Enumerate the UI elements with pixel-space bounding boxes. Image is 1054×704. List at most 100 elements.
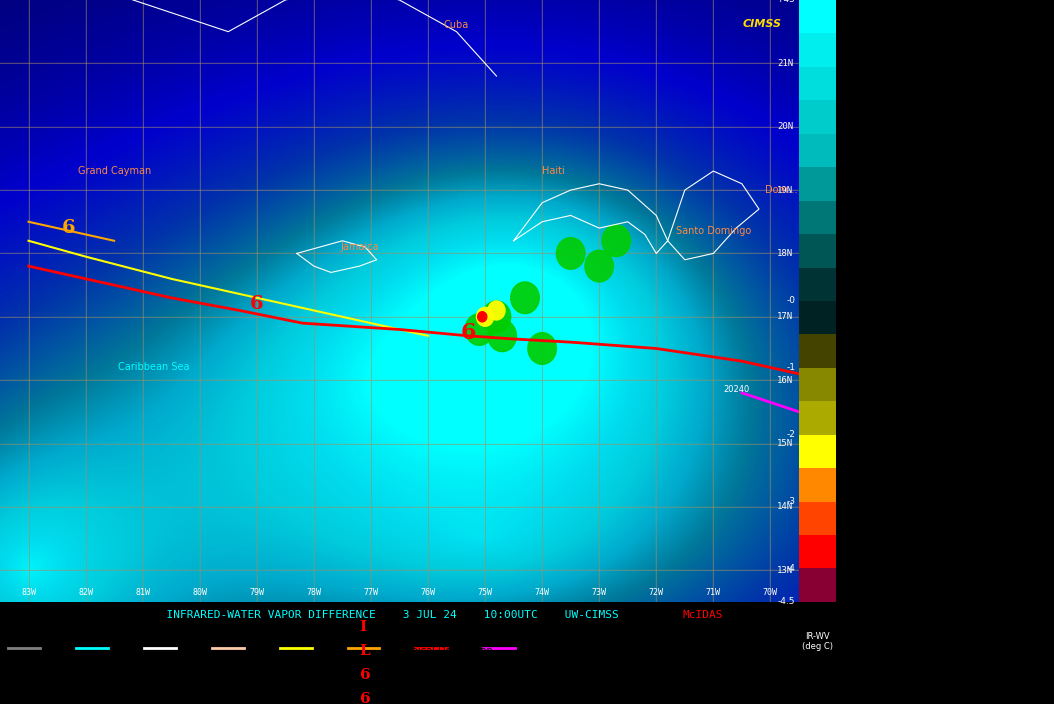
Bar	[799, 0, 836, 34]
Bar	[799, 501, 836, 535]
Text: Haiti: Haiti	[542, 166, 565, 176]
Text: -1: -1	[786, 363, 796, 372]
Text: -2: -2	[786, 430, 796, 439]
Text: - Tropical Depression: - Tropical Depression	[391, 646, 493, 656]
Text: 77W: 77W	[364, 588, 378, 597]
Text: +45: +45	[777, 0, 796, 4]
Text: -0: -0	[786, 296, 796, 306]
Text: Caribbean Sea: Caribbean Sea	[118, 363, 190, 372]
Text: 6: 6	[250, 295, 264, 313]
Bar	[799, 468, 836, 501]
Text: - Official TCFC Forecast: - Official TCFC Forecast	[846, 472, 988, 482]
Circle shape	[511, 282, 540, 313]
Bar	[799, 67, 836, 101]
Text: - IR/WV Difference Image: - IR/WV Difference Image	[846, 49, 988, 59]
Circle shape	[465, 314, 493, 345]
Text: 74W: 74W	[534, 588, 549, 597]
Text: IR-WV
(deg C): IR-WV (deg C)	[802, 632, 833, 651]
Text: 15N: 15N	[777, 439, 794, 448]
Text: L: L	[359, 644, 370, 658]
Text: 6: 6	[461, 322, 475, 344]
Text: CIMSS: CIMSS	[743, 19, 782, 29]
Text: 17N: 17N	[777, 313, 794, 321]
Text: 80W: 80W	[192, 588, 208, 597]
Text: Grand Cayman: Grand Cayman	[78, 166, 151, 176]
Text: 19N: 19N	[777, 186, 794, 194]
Bar	[799, 435, 836, 468]
Text: 13N: 13N	[777, 566, 794, 574]
Bar	[799, 334, 836, 367]
Bar	[799, 367, 836, 401]
Text: -4: -4	[786, 564, 796, 573]
Text: Category 1: Category 1	[212, 665, 258, 674]
Circle shape	[488, 320, 516, 351]
Circle shape	[528, 333, 557, 365]
Text: 20240: 20240	[723, 385, 749, 394]
Bar	[799, 201, 836, 234]
Text: -3: -3	[786, 497, 796, 506]
Text: -4.5: -4.5	[778, 598, 796, 606]
Text: Category 5: Category 5	[484, 665, 529, 674]
Text: Tropical Strn: Tropical Strn	[143, 665, 203, 674]
Text: 20N: 20N	[777, 122, 794, 131]
Text: 76W: 76W	[421, 588, 435, 597]
Bar	[799, 268, 836, 301]
Text: 82W: 82W	[78, 588, 93, 597]
Text: 78W: 78W	[307, 588, 321, 597]
Bar	[799, 100, 836, 134]
Text: 70W: 70W	[763, 588, 778, 597]
Circle shape	[557, 238, 585, 270]
Text: 71W: 71W	[706, 588, 721, 597]
Circle shape	[476, 307, 493, 326]
Text: 6: 6	[359, 692, 370, 704]
Bar	[799, 569, 836, 602]
Text: - Tropical Storm: - Tropical Storm	[391, 670, 468, 681]
Bar	[799, 168, 836, 201]
Circle shape	[488, 301, 505, 320]
Text: Santo Domingo: Santo Domingo	[676, 226, 750, 237]
Text: - Political Boundaries: - Political Boundaries	[846, 208, 976, 218]
Text: Category 2: Category 2	[279, 665, 326, 674]
Text: - Invest Area: - Invest Area	[391, 622, 453, 632]
Text: - Hurricane/Typhoon
     (w/category): - Hurricane/Typhoon (w/category)	[391, 688, 490, 704]
Text: Dom…: Dom…	[765, 185, 798, 195]
Text: 6: 6	[62, 219, 75, 237]
Text: Tropical Depr: Tropical Depr	[76, 665, 136, 674]
Text: 73W: 73W	[591, 588, 607, 597]
Circle shape	[602, 225, 630, 256]
Text: 79W: 79W	[250, 588, 265, 597]
Bar	[799, 535, 836, 569]
Text: 18N: 18N	[777, 249, 794, 258]
Text: 16N: 16N	[777, 376, 794, 384]
Text: 03JUL2024/12:00UTC  (source:NOAA/NHC): 03JUL2024/12:00UTC (source:NOAA/NHC)	[846, 524, 1054, 534]
Text: 14N: 14N	[777, 503, 794, 511]
Bar	[799, 401, 836, 435]
Text: Cuba: Cuba	[444, 20, 469, 30]
Circle shape	[585, 250, 613, 282]
Text: - Latitude/Longitude: - Latitude/Longitude	[846, 260, 964, 270]
Text: 20240703/153021UTC: 20240703/153021UTC	[846, 102, 953, 112]
Text: 81W: 81W	[135, 588, 150, 597]
Text: 03JUL2024/12:00UTC  (source:OFCL): 03JUL2024/12:00UTC (source:OFCL)	[846, 419, 1040, 429]
Text: I: I	[359, 620, 367, 634]
Text: 21N: 21N	[777, 59, 794, 68]
Text: 75W: 75W	[477, 588, 492, 597]
Text: 28JUN2024/18:00UTC-: 28JUN2024/18:00UTC-	[846, 366, 958, 376]
Bar	[799, 134, 836, 168]
Text: Category 3: Category 3	[348, 665, 394, 674]
Text: - Working Best Track: - Working Best Track	[846, 313, 964, 323]
Text: 83W: 83W	[21, 588, 36, 597]
Circle shape	[483, 301, 511, 332]
Text: 72W: 72W	[649, 588, 664, 597]
Text: INFRARED-WATER VAPOR DIFFERENCE    3 JUL 24    10:00UTC    UW-CIMSS: INFRARED-WATER VAPOR DIFFERENCE 3 JUL 24…	[153, 610, 646, 620]
Text: Low/Wave: Low/Wave	[8, 665, 45, 674]
Bar	[799, 234, 836, 268]
Text: Legend: Legend	[919, 18, 971, 30]
Text: - Labels: - Labels	[846, 577, 894, 587]
Text: 6: 6	[359, 668, 370, 682]
Bar	[799, 301, 836, 334]
Text: Jamaica: Jamaica	[340, 242, 378, 252]
Circle shape	[477, 312, 487, 322]
Text: Category 4: Category 4	[415, 665, 462, 674]
Bar	[799, 34, 836, 67]
